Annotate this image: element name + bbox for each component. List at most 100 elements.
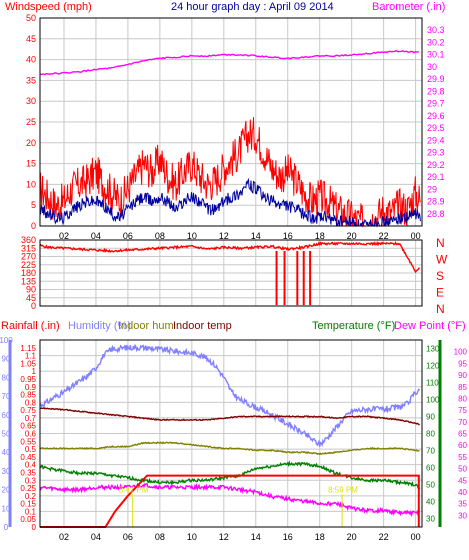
x-tick-label-top-10: 10 [187,231,197,241]
dir-tick-label-0: 0 [31,301,36,311]
rain-tick-label-21: 1.05 [20,359,36,368]
series-wind-direction [39,240,421,274]
barometer-axis-title: Barometer (.in) [372,1,445,13]
plot-frame-2 [39,239,423,307]
humidity-tick-label-100: 100 [0,336,13,345]
indoor-temp-tick-label-130: 130 [426,345,440,354]
rain-tick-label-0: 0 [32,523,37,532]
baro-tick-label-29.3: 29.3 [427,148,445,158]
baro-tick-label-29.2: 29.2 [427,160,445,170]
indoor-temp-axis-title: Indoor temp [173,320,232,332]
rain-tick-label-18: 0.9 [25,383,37,392]
dir-tick-label-180: 180 [21,268,36,278]
compass-label-1: W [436,253,448,267]
x-tick-label-bottom-00: 00 [411,532,421,542]
x-tick-label-bottom-10: 10 [187,532,197,542]
indoor-temp-tick-label-70: 70 [426,447,435,456]
plot-frame-3 [39,339,423,528]
plot-frame-1 [39,17,423,227]
temp-tick-label-30: 30 [458,511,467,520]
humidity-tick-label-90: 90 [2,355,11,364]
baro-tick-label-29: 29 [427,184,437,194]
humidity-tick-label-30: 30 [2,467,11,476]
dir-tick-label-135: 135 [21,276,36,286]
wind-tick-label-5: 5 [31,200,36,210]
x-tick-label-bottom-14: 14 [251,532,261,542]
humidity-tick-label-20: 20 [2,486,11,495]
baro-tick-label-29.7: 29.7 [427,99,445,109]
wind-tick-label-0: 0 [31,221,36,231]
baro-tick-label-29.1: 29.1 [427,172,445,182]
rain-tick-label-2: 0.1 [25,507,37,516]
baro-tick-label-30.3: 30.3 [427,25,445,35]
indoor-temp-tick-label-80: 80 [426,430,435,439]
x-tick-label-top-16: 16 [283,231,293,241]
temp-tick-label-95: 95 [458,359,467,368]
temp-tick-label-100: 100 [454,348,468,357]
axes-layer: 0202040406060808101012121414161618182020… [0,13,468,542]
wind-tick-label-10: 10 [26,179,36,189]
humidity-tick-label-0: 0 [4,523,9,532]
x-tick-label-top-02: 02 [59,231,69,241]
indoor-temp-tick-label-40: 40 [426,498,435,507]
baro-tick-label-29.8: 29.8 [427,86,445,96]
humidity-tick-label-10: 10 [2,504,11,513]
series-dewpoint [39,482,420,518]
indoor-temp-tick-label-100: 100 [426,396,440,405]
x-tick-label-bottom-22: 22 [379,532,389,542]
dir-tick-label-360: 360 [21,235,36,245]
rain-tick-label-19: 0.95 [20,375,36,384]
series-layer: 3:41 PM 8:59 PM [39,49,421,528]
wind-tick-label-50: 50 [26,13,36,23]
rain-tick-label-14: 0.7 [25,414,37,423]
humidity-tick-label-60: 60 [2,411,11,420]
dir-tick-label-270: 270 [21,252,36,262]
series-rainfall [40,474,420,528]
rain-tick-label-4: 0.2 [25,492,37,501]
baro-tick-label-28.8: 28.8 [427,209,445,219]
x-tick-label-top-00: 00 [411,231,421,241]
wind-tick-label-35: 35 [26,75,36,85]
x-tick-label-top-06: 06 [123,231,133,241]
temp-tick-label-45: 45 [458,476,467,485]
dir-tick-label-315: 315 [21,243,36,253]
baro-tick-label-29.9: 29.9 [427,74,445,84]
x-tick-label-bottom-18: 18 [315,532,325,542]
temperature-axis-title: Temperature (°F) [312,320,395,332]
dewpoint-axis-title: Dew Point (°F) [394,320,466,332]
humidity-tick-label-70: 70 [2,392,11,401]
rainfall-axis-title: Rainfall (.in) [1,320,60,332]
rain-tick-label-16: 0.8 [25,398,37,407]
x-tick-label-bottom-20: 20 [347,532,357,542]
rain-tick-label-13: 0.65 [20,422,36,431]
x-tick-label-bottom-16: 16 [283,532,293,542]
temp-tick-label-80: 80 [458,394,467,403]
rain-tick-label-23: 1.15 [20,344,36,353]
dir-tick-label-45: 45 [26,293,36,303]
baro-tick-label-30.1: 30.1 [427,50,445,60]
x-tick-label-top-14: 14 [251,231,261,241]
wind-tick-label-25: 25 [26,117,36,127]
graph-title: 24 hour graph day : April 09 2014 [171,1,334,13]
temp-tick-label-70: 70 [458,418,467,427]
x-tick-label-top-04: 04 [91,231,101,241]
baro-tick-label-29.6: 29.6 [427,111,445,121]
humidity-tick-label-50: 50 [2,430,11,439]
indoor-temp-tick-label-110: 110 [426,379,439,388]
compass-label-4: N [436,302,445,316]
annotation-label-0: 3:41 PM [119,485,149,494]
rain-tick-label-5: 0.25 [20,484,36,493]
series-indoor_hum [39,441,420,456]
rain-tick-label-6: 0.3 [25,476,37,485]
indoor-temp-tick-label-30: 30 [426,515,435,524]
humidity-tick-label-80: 80 [2,373,11,382]
baro-tick-label-29.4: 29.4 [427,135,445,145]
compass-label-3: E [436,286,444,300]
x-tick-label-bottom-06: 06 [123,532,133,542]
rain-tick-label-17: 0.85 [20,391,36,400]
rain-tick-label-11: 0.55 [20,437,36,446]
windspeed-axis-title: Windspeed (mph) [5,1,92,13]
wind-tick-label-20: 20 [26,138,36,148]
baro-tick-label-28.9: 28.9 [427,197,445,207]
x-tick-label-bottom-12: 12 [219,532,229,542]
